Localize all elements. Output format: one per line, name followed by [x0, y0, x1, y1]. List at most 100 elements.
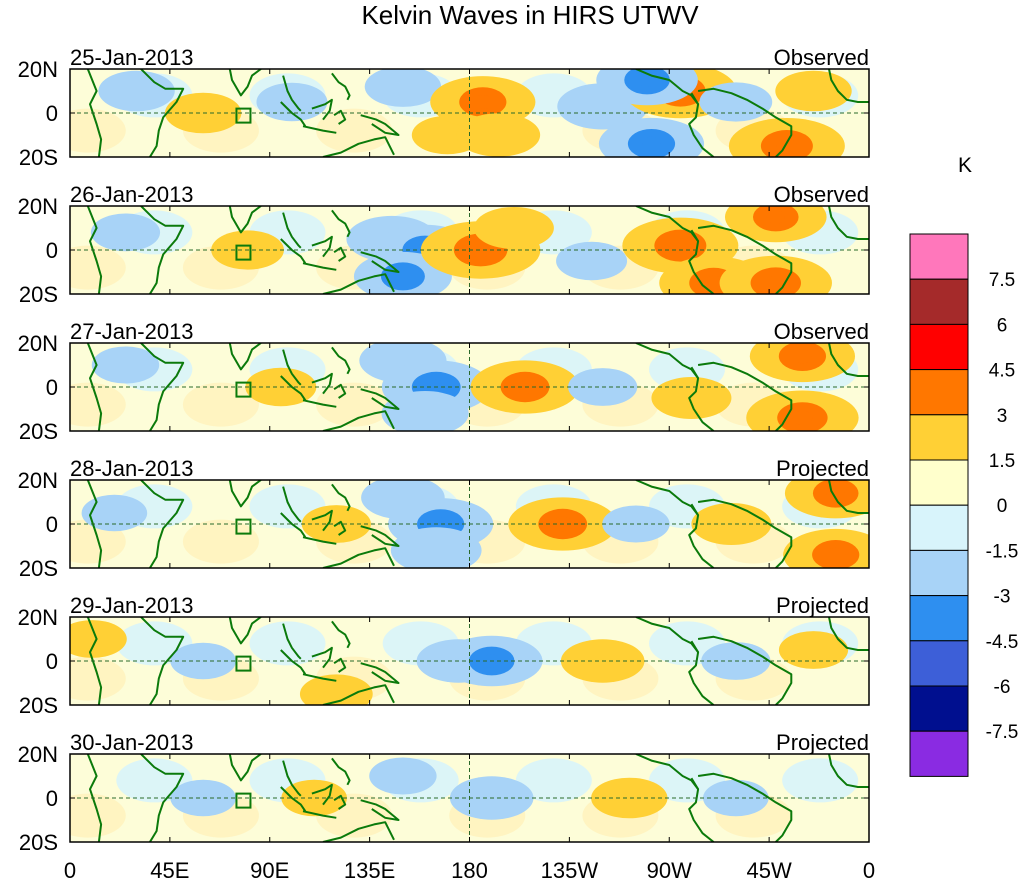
coastline [282, 75, 302, 112]
colorbar-swatch [909, 685, 969, 732]
x-tick-label: 135E [344, 858, 395, 883]
coastline [280, 512, 307, 538]
anomaly-region [456, 113, 541, 157]
coastline [302, 536, 337, 545]
colorbar-swatch [909, 504, 969, 551]
x-tick-label: 135W [541, 858, 599, 883]
coastline [322, 273, 395, 294]
colorbar-units: K [958, 154, 972, 177]
panel-3: 20N 0 20S 27-Jan-2013 Observed [18, 319, 870, 444]
background-blob [182, 382, 259, 427]
x-tick-label: 45E [150, 858, 189, 883]
panel-date-label: 26-Jan-2013 [70, 182, 194, 207]
anomaly-peak [515, 379, 535, 395]
coastline [280, 101, 307, 127]
x-tick-label: 0 [64, 858, 76, 883]
anomaly-region [70, 620, 127, 658]
coastline [311, 783, 333, 806]
coastline [311, 98, 333, 121]
panel-date-label: 25-Jan-2013 [70, 45, 194, 70]
background-blob [70, 108, 126, 153]
coastline [360, 525, 400, 547]
panel-date-label: 27-Jan-2013 [70, 319, 194, 344]
colorbar-swatch [909, 369, 969, 416]
coastline [302, 810, 337, 819]
coastline [280, 786, 307, 812]
colorbar-level-label: -6 [994, 677, 1011, 698]
panel-status-label: Observed [774, 319, 869, 344]
coastline [140, 617, 185, 705]
x-axis: 0 45E 90E 135E 180 135W 90W 45W 0 [64, 858, 875, 883]
panel-date-label: 28-Jan-2013 [70, 456, 194, 481]
y-tick-label: 20N [18, 605, 58, 630]
anomaly-peak [826, 547, 846, 562]
x-tick-label: 180 [451, 858, 488, 883]
coastline [311, 646, 333, 669]
coastline [322, 410, 395, 431]
panel-2: 20N 0 20S 26-Jan-2013 Observed [18, 182, 870, 307]
coastline [322, 684, 395, 705]
background-blob [70, 793, 126, 838]
coastline [360, 662, 400, 684]
anomaly-region [390, 527, 482, 568]
coastline [828, 617, 869, 651]
coastline [697, 772, 793, 842]
panel-4: 20N 0 20S 28-Jan-2013 Projected [18, 456, 870, 581]
coastline [331, 620, 351, 649]
y-tick-label: 20S [19, 556, 58, 581]
coastline [360, 251, 400, 273]
background-blob [182, 519, 259, 564]
panel-status-label: Projected [776, 593, 869, 618]
coastline [331, 209, 351, 238]
background-blob [70, 382, 126, 427]
y-tick-label: 0 [46, 101, 58, 126]
background-blob [70, 245, 126, 290]
anomaly-region [775, 70, 852, 112]
colorbar-level-label: 6 [997, 315, 1008, 336]
region-box-marker [235, 518, 252, 535]
panel-status-label: Projected [776, 456, 869, 481]
coastline [86, 69, 103, 157]
coastline [302, 125, 337, 134]
background-blob [249, 621, 326, 666]
chart-title: Kelvin Waves in HIRS UTWV [361, 0, 699, 30]
anomaly-peak [792, 410, 813, 426]
coastline [322, 547, 395, 568]
colorbar-level-label: -1.5 [986, 541, 1019, 562]
coastline [140, 69, 185, 157]
coastline [828, 343, 869, 377]
coastline [86, 480, 103, 568]
x-tick-label: 90W [647, 858, 692, 883]
coastline [86, 617, 103, 705]
coastline [280, 649, 307, 675]
colorbar: K 7.5 6 4.5 3 1.5 0 -1.5 -3 -4.5 -6 -7.5 [909, 154, 1019, 777]
anomaly-peak [473, 94, 493, 110]
anomaly-peak [704, 275, 724, 291]
colorbar-swatch [909, 233, 969, 280]
region-box-marker [235, 107, 252, 124]
anomaly-peak [766, 210, 785, 224]
region-box-marker [235, 381, 252, 398]
region-box-marker [235, 792, 252, 809]
coastline [282, 349, 302, 386]
anomaly-peak [470, 242, 491, 258]
anomaly-region [651, 377, 732, 419]
anomaly-region [299, 674, 373, 705]
x-tick-label: 45W [747, 858, 792, 883]
anomaly-region [369, 757, 437, 795]
y-tick-label: 0 [46, 649, 58, 674]
coastline [86, 206, 103, 294]
coastline [697, 498, 793, 568]
coastline [140, 206, 185, 294]
panel-status-label: Observed [774, 182, 869, 207]
anomaly-core [380, 262, 425, 291]
y-tick-label: 20S [19, 282, 58, 307]
colorbar-level-label: -4.5 [986, 632, 1019, 653]
coastline [311, 509, 333, 532]
colorbar-level-label: 0 [997, 496, 1008, 517]
region-box-marker [235, 655, 252, 672]
coastline [697, 361, 793, 431]
anomaly-region [364, 69, 442, 107]
y-tick-label: 20N [18, 468, 58, 493]
